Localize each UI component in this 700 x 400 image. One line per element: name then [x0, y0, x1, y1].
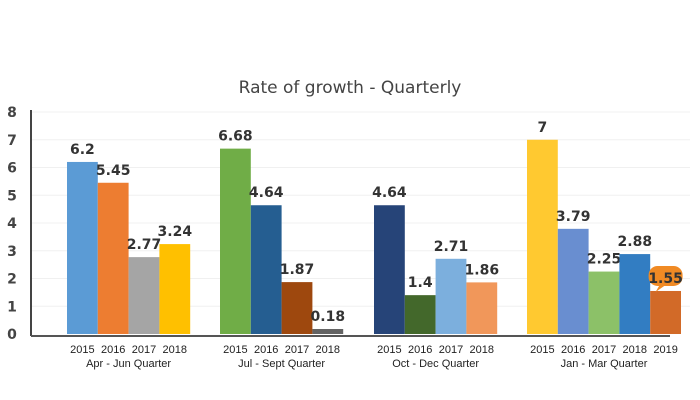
data-label: 2.25: [587, 252, 622, 268]
bar-oct-dec-quarter-2018: [466, 282, 498, 334]
bar-jul-sept-quarter-2016: [250, 205, 282, 334]
group-label: Jan - Mar Quarter: [561, 358, 648, 370]
y-tick-label: 1: [7, 299, 17, 315]
bar-jan-mar-quarter-2016: [557, 228, 589, 334]
bar-apr-jun-quarter-2015: [67, 161, 98, 334]
bar-apr-jun-quarter-2016: [97, 182, 129, 334]
x-tick-year: 2015: [377, 344, 401, 356]
data-label: 1.55: [648, 271, 683, 287]
data-label: 5.45: [96, 163, 131, 179]
data-label: 1.87: [280, 262, 315, 278]
x-tick-year: 2017: [439, 344, 463, 356]
y-tick-label: 7: [7, 133, 17, 149]
data-label: 7: [538, 120, 548, 136]
bar-jan-mar-quarter-2017: [588, 271, 620, 334]
y-tick-label: 8: [7, 105, 17, 121]
x-tick-year: 2015: [70, 344, 94, 356]
data-label: 2.88: [618, 234, 653, 250]
group-label: Apr - Jun Quarter: [86, 358, 171, 370]
data-label: 2.77: [127, 237, 162, 253]
bar-jul-sept-quarter-2018: [312, 329, 344, 334]
data-label: 2.71: [434, 239, 469, 255]
bar-oct-dec-quarter-2015: [374, 205, 405, 334]
x-tick-year: 2016: [101, 344, 125, 356]
y-tick-label: 6: [7, 161, 17, 177]
bar-jan-mar-quarter-2015: [527, 139, 558, 334]
bar-jul-sept-quarter-2017: [281, 282, 313, 334]
data-label: 6.68: [218, 129, 253, 145]
x-tick-year: 2015: [530, 344, 554, 356]
x-tick-year: 2016: [254, 344, 278, 356]
bar-apr-jun-quarter-2018: [159, 244, 191, 334]
data-label: 3.24: [158, 224, 193, 240]
data-label: 1.86: [465, 262, 500, 278]
bar-oct-dec-quarter-2017: [435, 258, 467, 334]
data-label: 4.64: [249, 185, 284, 201]
y-tick-label: 5: [7, 188, 17, 204]
chart-title: Rate of growth - Quarterly: [239, 78, 462, 98]
x-tick-year: 2017: [592, 344, 616, 356]
y-tick-label: 4: [7, 216, 17, 232]
group-label: Jul - Sept Quarter: [238, 358, 325, 370]
x-tick-year: 2018: [470, 344, 494, 356]
x-tick-year: 2015: [223, 344, 247, 356]
callout-pointer: [655, 284, 666, 292]
bar-jan-mar-quarter-2019: [650, 290, 681, 334]
x-tick-year: 2018: [163, 344, 187, 356]
bar-jan-mar-quarter-2018: [619, 254, 651, 334]
x-tick-year: 2019: [653, 344, 677, 356]
x-tick-year: 2018: [316, 344, 340, 356]
data-label: 0.18: [311, 309, 346, 325]
x-tick-year: 2017: [132, 344, 156, 356]
group-label: Oct - Dec Quarter: [392, 358, 479, 370]
y-tick-label: 2: [7, 272, 17, 288]
x-tick-year: 2018: [623, 344, 647, 356]
data-label: 6.2: [70, 142, 95, 158]
y-tick-label: 3: [7, 244, 17, 260]
x-tick-year: 2017: [285, 344, 309, 356]
x-tick-year: 2016: [561, 344, 585, 356]
bar-apr-jun-quarter-2017: [128, 257, 160, 334]
bar-oct-dec-quarter-2016: [404, 295, 436, 334]
data-label: 4.64: [372, 185, 407, 201]
data-label: 3.79: [556, 209, 591, 225]
y-tick-label: 0: [7, 327, 17, 343]
bar-jul-sept-quarter-2015: [220, 148, 251, 334]
x-tick-year: 2016: [408, 344, 432, 356]
data-label: 1.4: [408, 275, 433, 291]
highlight-callout: [648, 265, 683, 286]
